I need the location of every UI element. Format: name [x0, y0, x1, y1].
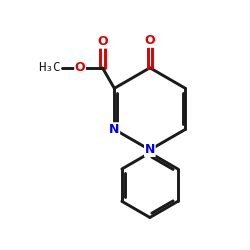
Text: N: N: [145, 143, 155, 156]
Text: O: O: [144, 34, 155, 47]
Text: O: O: [75, 62, 86, 74]
Text: N: N: [109, 123, 120, 136]
Text: H₃C: H₃C: [38, 61, 60, 74]
Text: O: O: [97, 35, 108, 48]
